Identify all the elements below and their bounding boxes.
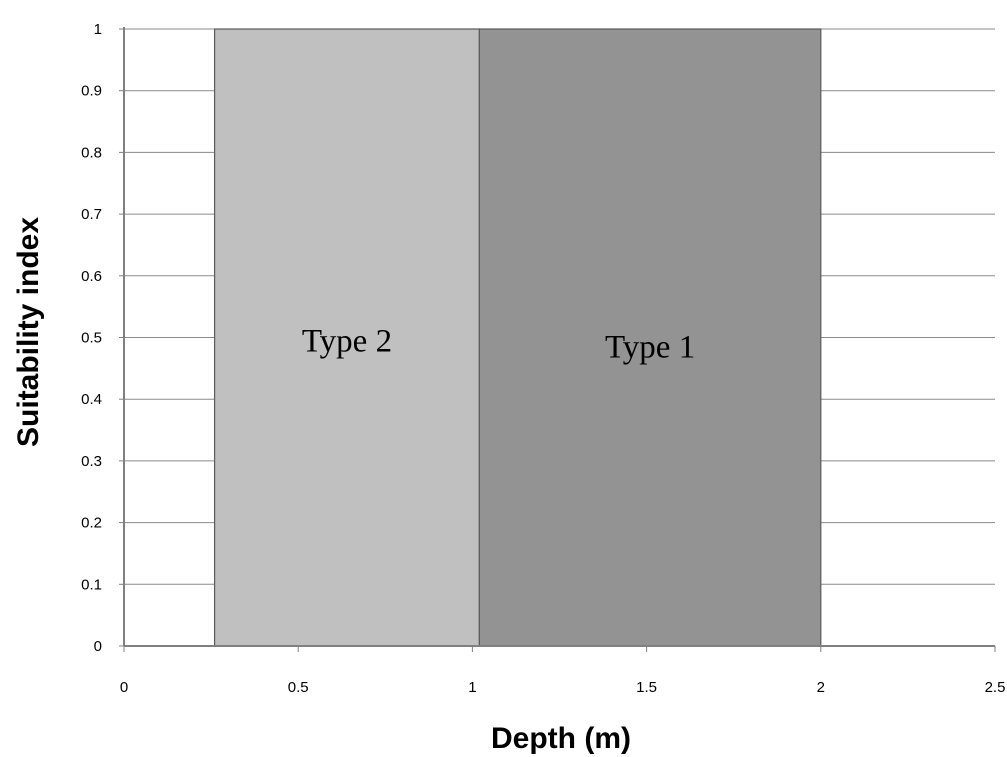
y-tick-label: 0.8 <box>81 144 102 161</box>
x-tick-label: 2 <box>817 679 825 696</box>
y-tick-label: 1 <box>94 21 102 38</box>
x-tick-label: 0.5 <box>288 679 309 696</box>
y-tick-label: 0.4 <box>81 391 102 408</box>
axes <box>119 27 996 652</box>
y-tick-label: 0.2 <box>81 515 102 532</box>
x-tick-label: 1.5 <box>636 679 657 696</box>
y-tick-label: 0 <box>94 638 102 655</box>
y-tick-label: 0.5 <box>81 330 102 347</box>
x-tick-label: 0 <box>120 679 128 696</box>
x-tick-label: 2.5 <box>985 679 1006 696</box>
y-tick-label: 0.7 <box>81 206 102 223</box>
x-tick-label: 1 <box>468 679 476 696</box>
region-label: Type 2 <box>302 324 392 360</box>
y-tick-label: 0.6 <box>81 268 102 285</box>
labels: 0 0.1 0.2 0.3 0.4 0.5 0.6 0.7 0.8 0.9 1 Type 2 Type … <box>81 21 1005 696</box>
y-tick-label: 0.1 <box>81 576 102 593</box>
y-tick-label: 0.9 <box>81 83 102 100</box>
region-type-2 <box>213 28 480 647</box>
region-type-1 <box>478 28 822 647</box>
x-axis-title: Depth (m) <box>491 722 631 755</box>
y-tick-label: 0.3 <box>81 453 102 470</box>
regions <box>213 28 822 647</box>
region-label: Type 1 <box>605 330 695 366</box>
y-axis-title: Suitability index <box>12 217 45 447</box>
